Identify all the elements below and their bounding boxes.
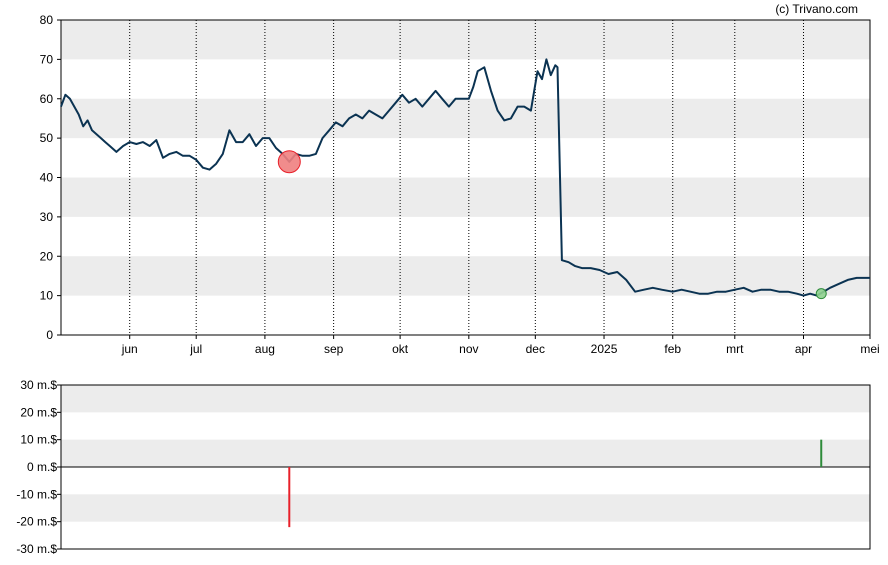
price-series-line <box>60 58 870 297</box>
volume-grid-band <box>61 439 870 467</box>
buy-marker <box>815 288 827 300</box>
volume-y-tick-label: -10 m.$ <box>16 487 57 501</box>
y-tick-label: 80 <box>40 13 54 27</box>
x-tick-label: mei <box>860 342 879 356</box>
y-tick-label: 40 <box>40 171 54 185</box>
price-plot-frame <box>60 19 871 336</box>
x-tick-label: 2025 <box>591 342 618 356</box>
y-tick-label: 60 <box>40 92 54 106</box>
y-tick-label: 50 <box>40 131 54 145</box>
x-tick-label: okt <box>392 342 409 356</box>
x-tick-label: jun <box>121 342 138 356</box>
volume-y-tick-label: -20 m.$ <box>16 515 57 529</box>
x-tick-label: aug <box>255 342 275 356</box>
y-tick-label: 30 <box>40 210 54 224</box>
x-tick-label: feb <box>664 342 681 356</box>
price-grid-band <box>61 177 870 217</box>
volume-grid-band <box>61 385 870 413</box>
x-tick-label: jul <box>189 342 202 356</box>
price-chart: jun jul aug sep okt nov dec 2025 feb mrt apr mei 0 10… <box>40 13 880 356</box>
price-grid-band <box>61 98 870 139</box>
volume-y-tick-label: 10 m.$ <box>20 433 57 447</box>
x-tick-label: sep <box>324 342 344 356</box>
y-tick-label: 0 <box>46 328 53 342</box>
volume-plot-frame <box>60 384 871 550</box>
volume-y-tick-label: 20 m.$ <box>20 405 57 419</box>
y-tick-label: 10 <box>40 289 54 303</box>
x-tick-label: dec <box>526 342 545 356</box>
credit-label: (c) Trivano.com <box>775 2 858 16</box>
volume-grid-band <box>61 494 870 522</box>
x-tick-label: mrt <box>726 342 744 356</box>
sell-marker <box>277 150 301 174</box>
y-tick-label: 70 <box>40 52 54 66</box>
volume-y-tick-label: 30 m.$ <box>20 378 57 392</box>
transaction-volume-chart: -30 m.$ -20 m.$ -10 m.$ 0 m.$ 10 m.$ 20 m.$ 30… <box>16 378 871 556</box>
volume-y-tick-label: 0 m.$ <box>27 460 57 474</box>
y-tick-label: 20 <box>40 249 54 263</box>
volume-y-tick-label: -30 m.$ <box>16 542 57 556</box>
x-tick-label: apr <box>795 342 812 356</box>
x-tick-label: nov <box>459 342 478 356</box>
price-grid-band <box>61 20 870 60</box>
